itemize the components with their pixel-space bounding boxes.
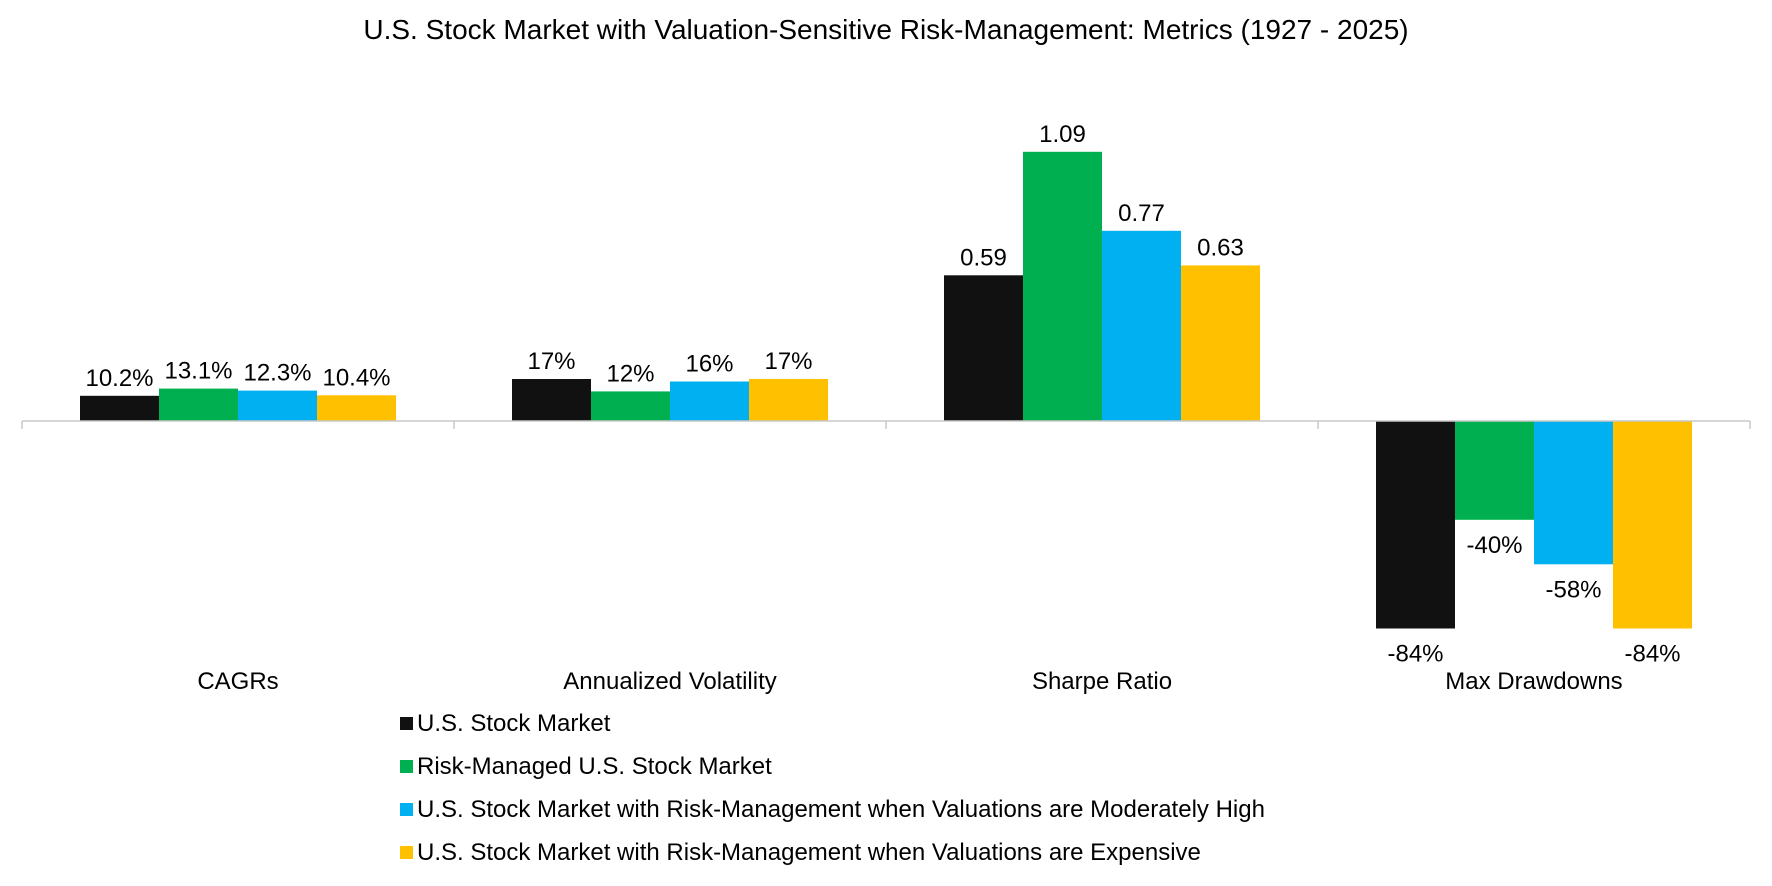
legend-item-moderately-high: U.S. Stock Market with Risk-Management w…	[400, 796, 1265, 828]
chart-title: U.S. Stock Market with Valuation-Sensiti…	[363, 14, 1409, 45]
legend-item-expensive: U.S. Stock Market with Risk-Management w…	[400, 839, 1201, 871]
data-label: -84%	[1624, 641, 1680, 668]
bar-u-s-stock-market-max-drawdowns	[1376, 421, 1455, 629]
data-label: 10.2%	[85, 365, 153, 392]
data-label: 0.59	[960, 244, 1007, 271]
legend-item-us-stock-market: U.S. Stock Market	[400, 710, 610, 742]
legend-swatch	[400, 846, 413, 859]
data-label: -58%	[1545, 576, 1601, 603]
category-label-sharpe-ratio: Sharpe Ratio	[1032, 668, 1172, 695]
data-label: -84%	[1387, 641, 1443, 668]
data-label: 1.09	[1039, 121, 1086, 148]
data-label: 0.77	[1118, 200, 1165, 227]
data-label: 17%	[764, 348, 812, 375]
data-label: 13.1%	[164, 358, 232, 385]
data-label: 12.3%	[243, 360, 311, 387]
data-label: 12%	[606, 360, 654, 387]
bar-u-s-stock-market-with-risk-management-when-valuations-are-moderately-high-sharpe-ratio	[1102, 230, 1181, 421]
category-labels-layer: CAGRs Annualized Volatility Sharpe Ratio Ma…	[197, 668, 1622, 695]
legend-swatch	[400, 803, 413, 816]
category-label-max-drawdowns: Max Drawdowns	[1445, 668, 1622, 695]
bar-u-s-stock-market-cagrs	[80, 395, 159, 421]
legend-swatch	[400, 717, 413, 730]
bar-u-s-stock-market-with-risk-management-when-valuations-are-moderately-high-annualized-volatility	[670, 381, 749, 421]
bar-u-s-stock-market-annualized-volatility	[512, 379, 591, 421]
bar-u-s-stock-market-with-risk-management-when-valuations-are-expensive-cagrs	[317, 395, 396, 421]
bar-risk-managed-u-s-stock-market-annualized-volatility	[591, 391, 670, 421]
category-label-annualized-volatility: Annualized Volatility	[563, 668, 776, 695]
legend-label: U.S. Stock Market	[417, 710, 611, 737]
bar-u-s-stock-market-with-risk-management-when-valuations-are-expensive-sharpe-ratio	[1181, 265, 1260, 421]
data-labels-layer: 10.2% 13.1% 12.3% 10.4% 17% 12% 16% 17% 0.59 1.09…	[85, 121, 1680, 668]
bar-u-s-stock-market-with-risk-management-when-valuations-are-expensive-max-drawdowns	[1613, 421, 1692, 629]
bars-layer	[80, 151, 1692, 629]
bar-u-s-stock-market-with-risk-management-when-valuations-are-expensive-annualized-volatility	[749, 379, 828, 421]
data-label: 10.4%	[322, 364, 390, 391]
legend-swatch	[400, 760, 413, 773]
data-label: 17%	[527, 348, 575, 375]
bar-risk-managed-u-s-stock-market-sharpe-ratio	[1023, 151, 1102, 422]
legend-item-risk-managed: Risk-Managed U.S. Stock Market	[400, 753, 772, 785]
bar-u-s-stock-market-sharpe-ratio	[944, 275, 1023, 421]
legend-label: U.S. Stock Market with Risk-Management w…	[417, 796, 1265, 823]
bar-risk-managed-u-s-stock-market-max-drawdowns	[1455, 421, 1534, 520]
legend-label: Risk-Managed U.S. Stock Market	[417, 753, 772, 780]
bar-u-s-stock-market-with-risk-management-when-valuations-are-moderately-high-max-drawdowns	[1534, 421, 1613, 565]
legend-label: U.S. Stock Market with Risk-Management w…	[417, 839, 1201, 866]
data-label: 16%	[685, 351, 733, 378]
category-label-cagrs: CAGRs	[197, 668, 278, 695]
bar-u-s-stock-market-with-risk-management-when-valuations-are-moderately-high-cagrs	[238, 390, 317, 421]
bar-risk-managed-u-s-stock-market-cagrs	[159, 388, 238, 421]
data-label: 0.63	[1197, 234, 1244, 261]
x-axis	[21, 420, 1751, 429]
data-label: -40%	[1466, 532, 1522, 559]
